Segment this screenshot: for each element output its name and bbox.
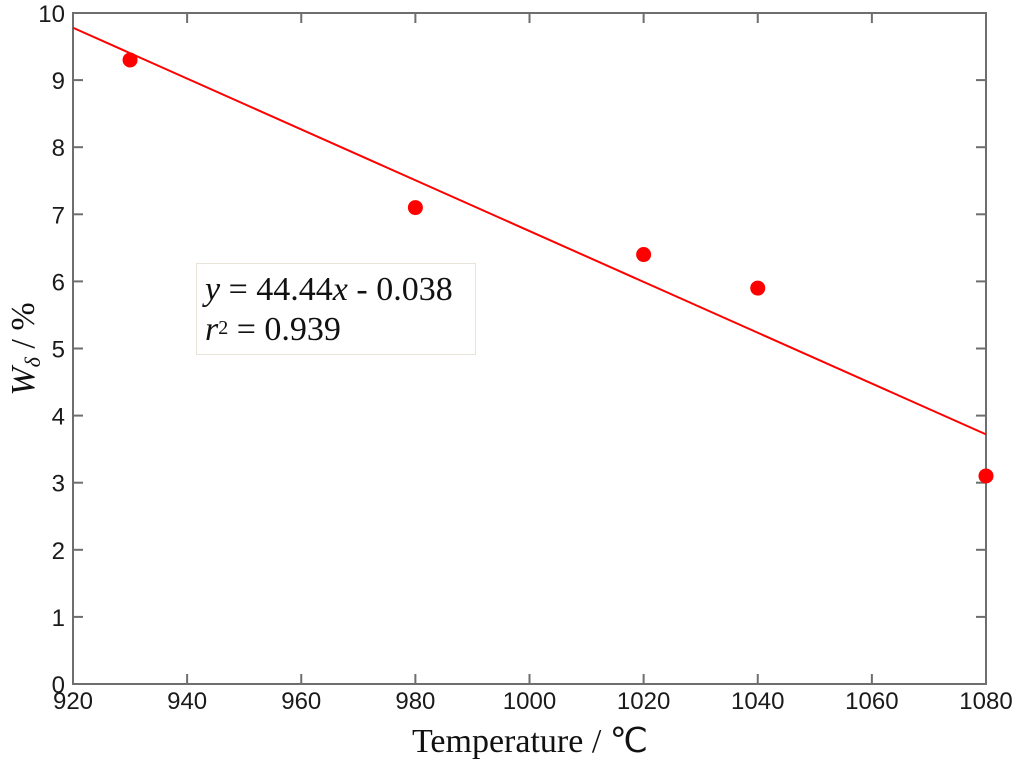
y-axis-var: W (5, 365, 42, 396)
y-tick-label: 4 (52, 404, 65, 431)
y-tick-label: 6 (52, 269, 65, 296)
y-axis-unit: / % (5, 302, 42, 357)
y-axis-sub: δ (20, 356, 45, 367)
y-tick-label: 3 (52, 471, 65, 498)
x-tick-label: 1040 (731, 688, 784, 715)
r-squared-line: r2 = 0.939 (205, 311, 341, 348)
x-tick-label: 940 (167, 688, 207, 715)
y-tick-labels: 0 1 2 3 4 5 6 7 8 9 10 (38, 1, 65, 699)
x-tick-label: 960 (281, 688, 321, 715)
y-tick-label: 8 (52, 135, 65, 162)
y-tick-label: 0 (52, 672, 65, 699)
x-tick-label: 1020 (617, 688, 670, 715)
x-tick-label: 1000 (503, 688, 556, 715)
x-tick-labels: 920 940 960 980 1000 1020 1040 1060 1080 (53, 688, 1013, 715)
data-point (636, 247, 652, 263)
x-tick-label: 980 (395, 688, 435, 715)
x-tick-label: 1080 (959, 688, 1012, 715)
y-tick-label: 7 (52, 202, 65, 229)
regression-line (72, 26, 987, 436)
data-point (122, 52, 138, 68)
data-point (978, 468, 994, 484)
y-tick-label: 5 (52, 337, 65, 364)
y-tick-label: 9 (52, 68, 65, 95)
x-axis-title: Temperature / ℃ (412, 723, 648, 760)
equation-line: y = 44.44x - 0.038 (205, 271, 453, 308)
y-tick-label: 10 (38, 1, 65, 28)
x-tick-label: 1060 (845, 688, 898, 715)
data-point (750, 280, 766, 296)
svg-text:Wδ / %: Wδ / % (5, 302, 45, 395)
plot-frame (72, 12, 987, 685)
data-points (122, 52, 994, 484)
y-axis-title: Wδ / % (5, 302, 45, 395)
x-tick-label: 920 (53, 688, 93, 715)
y-tick-label: 1 (52, 605, 65, 632)
regression-annotation: y = 44.44x - 0.038 r2 = 0.939 (196, 263, 476, 355)
data-point (407, 200, 423, 216)
y-tick-label: 2 (52, 538, 65, 565)
